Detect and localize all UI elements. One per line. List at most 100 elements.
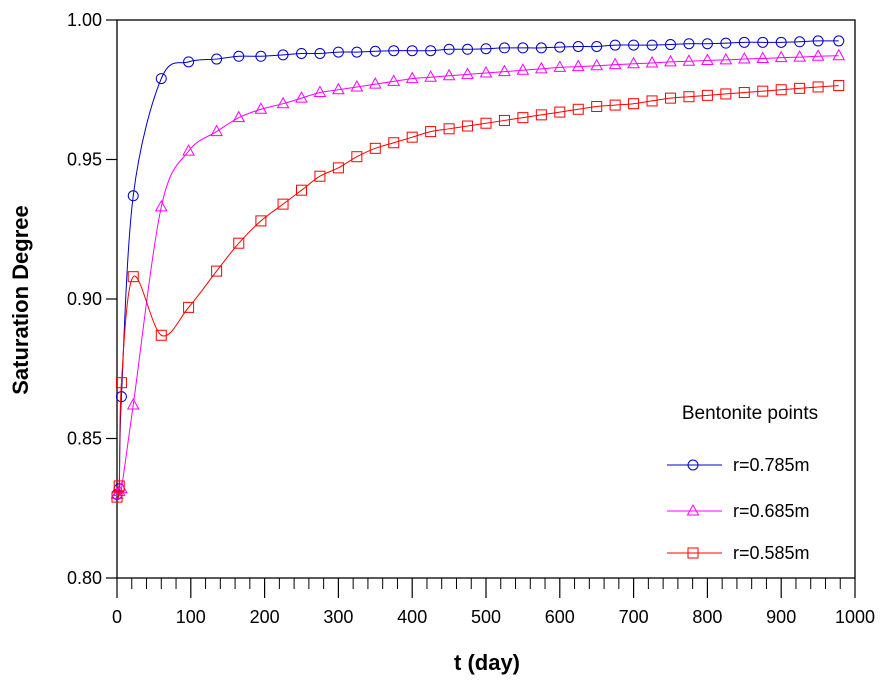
y-tick-label: 0.90 [67,289,102,309]
data-point-triangle [154,199,168,212]
data-point-square [211,265,223,277]
data-point-circle [812,35,824,47]
data-point-circle [665,39,676,51]
data-point-circle [277,49,289,61]
data-point-square [406,131,418,143]
data-point-square [720,88,732,100]
legend-entry-square: r=0.585m [667,543,810,563]
data-point-triangle [368,77,382,89]
data-point-triangle [811,49,825,61]
data-point-circle [833,35,845,47]
x-axis-title: t (day) [454,650,520,675]
data-point-square [794,82,806,94]
data-point-triangle [645,55,659,68]
x-tick-label: 200 [250,607,280,627]
series-circle [111,35,845,500]
data-point-triangle [276,96,290,109]
data-point-triangle [832,48,846,61]
data-point-triangle [737,52,751,64]
data-point-circle [517,42,529,54]
data-point-circle [591,41,603,53]
data-point-triangle [254,102,268,114]
data-point-triangle [701,53,714,65]
legend-label: r=0.785m [733,455,810,475]
data-point-circle [183,56,195,68]
data-point-circle [628,39,640,51]
legend: Bentonite points r=0.785m r=0.685m r=0.585… [667,403,818,563]
x-tick-label: 1000 [835,607,875,627]
x-tick-label: 900 [766,607,796,627]
data-point-circle [314,47,326,59]
legend-entry-triangle: r=0.685m [667,501,810,521]
series-triangle [110,48,846,499]
data-point-square [480,117,492,129]
data-point-triangle [442,68,456,81]
data-point-circle [255,50,267,62]
data-point-square [296,184,307,196]
data-point-square [775,84,787,96]
x-tick-label: 500 [471,607,501,627]
data-point-square [351,151,363,163]
data-point-square [554,106,566,118]
data-point-square [462,120,474,132]
data-point-triangle [405,71,419,84]
data-point-triangle [664,54,677,67]
data-point-circle [155,73,167,85]
data-point-square [425,126,437,138]
data-point-circle [443,43,455,55]
data-point-circle [296,47,307,59]
y-tick-label: 0.85 [67,429,102,449]
data-point-square [369,142,381,154]
legend-label: r=0.685m [733,501,810,521]
data-point-square [701,89,713,101]
data-point-triangle [182,144,195,156]
data-point-circle [498,42,510,54]
x-tick-label: 800 [692,607,722,627]
data-point-triangle [424,70,437,82]
data-point-triangle [479,65,493,78]
data-point-triangle [332,82,345,95]
data-point-circle [425,45,437,57]
data-point-triangle [774,50,788,63]
data-point-square [498,114,510,126]
y-tick-label: 0.95 [67,150,102,170]
data-point-triangle [553,60,567,72]
data-point-triangle [756,51,770,64]
x-tick-label: 300 [323,607,353,627]
x-tick-label: 0 [112,607,122,627]
data-point-square [812,81,824,93]
data-point-square [665,92,676,104]
data-point-triangle [516,63,530,75]
data-point-triangle [627,56,640,69]
data-point-square [833,80,845,92]
data-point-triangle [387,74,401,86]
data-point-triangle [110,487,124,499]
data-point-circle [462,43,474,55]
legend-entry-circle: r=0.785m [667,455,810,475]
x-tick-label: 400 [397,607,427,627]
data-point-circle [406,45,418,57]
data-point-square [609,99,621,111]
data-point-square [314,170,326,182]
data-point-square [115,377,127,389]
data-point-square [277,198,289,210]
data-point-triangle [126,397,140,410]
data-point-triangle [571,59,585,72]
data-point-circle [554,41,566,53]
data-point-square [388,137,400,149]
data-point-circle [211,53,223,65]
data-point-circle [233,50,245,62]
data-point-square [111,491,123,503]
data-point-triangle [350,79,364,92]
y-tick-label: 1.00 [67,10,102,30]
data-point-triangle [313,85,327,98]
data-point-square [757,85,769,97]
data-point-circle [775,36,787,48]
data-point-circle [757,36,769,48]
data-point-square [646,95,658,107]
data-point-square [535,109,547,121]
legend-label: r=0.585m [733,543,810,563]
series-square [111,80,845,503]
